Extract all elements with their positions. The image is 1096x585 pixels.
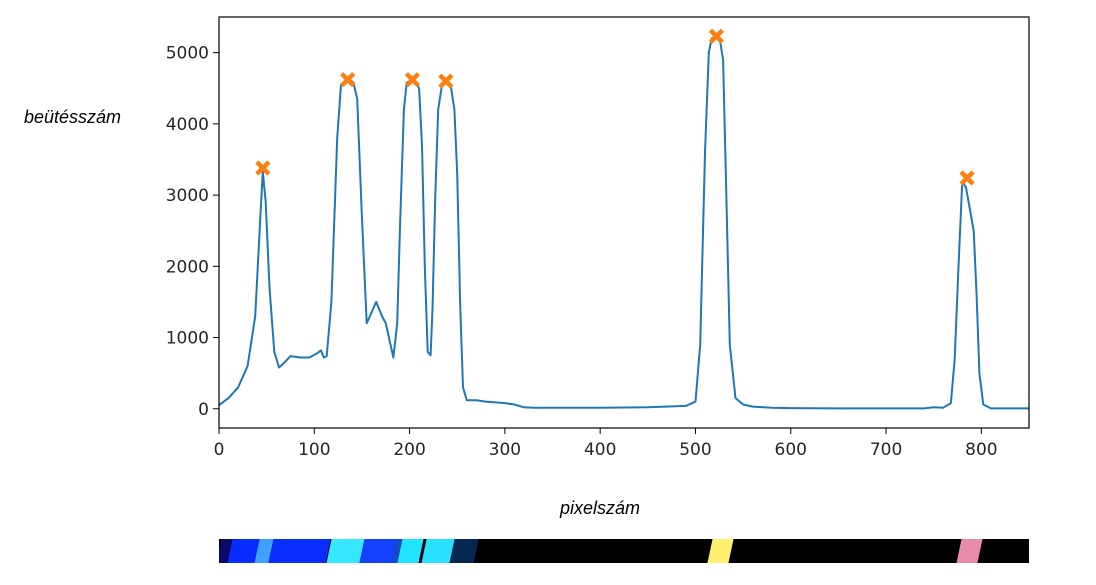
- peak-marker: [255, 160, 271, 176]
- peak-marker: [404, 72, 421, 88]
- spectrum-band: [268, 539, 332, 563]
- x-tick-label: 100: [298, 440, 330, 460]
- y-tick-label: 2000: [166, 257, 209, 277]
- peak-marker: [959, 170, 975, 186]
- y-tick-label: 1000: [166, 329, 209, 349]
- x-tick-label: 200: [393, 440, 425, 460]
- x-tick-label: 600: [775, 440, 807, 460]
- x-axis: 0 100 200 300 400 500 600 700 800: [214, 428, 998, 460]
- peak-marker: [708, 28, 725, 44]
- x-axis-label: pixelszám: [560, 498, 641, 518]
- x-tick-label: 500: [679, 440, 711, 460]
- series-line-0: [218, 35, 1029, 410]
- y-tick-label: 4000: [166, 115, 209, 135]
- spectrum-band: [449, 539, 479, 563]
- spectrum-strip: [219, 539, 1029, 563]
- plot-area: [218, 28, 1029, 410]
- x-tick-label: 800: [965, 440, 997, 460]
- plot-frame: [218, 16, 1030, 429]
- x-tick-label: 300: [489, 440, 521, 460]
- y-tick-label: 0: [198, 400, 209, 420]
- spectrum-band: [707, 539, 734, 563]
- y-axis-label: beütésszám: [24, 107, 122, 127]
- spectrum-band: [326, 539, 365, 563]
- spectrum-band: [397, 539, 424, 563]
- x-tick-label: 700: [870, 440, 902, 460]
- spectrum-band: [956, 539, 983, 563]
- x-tick-label: 0: [214, 440, 225, 460]
- y-tick-label: 3000: [166, 186, 209, 206]
- peak-marker: [340, 72, 356, 88]
- x-tick-label: 400: [584, 440, 616, 460]
- y-axis: 0 1000 2000 3000 4000 5000: [166, 44, 219, 420]
- y-tick-label: 5000: [166, 44, 209, 64]
- peak-marker: [438, 73, 454, 89]
